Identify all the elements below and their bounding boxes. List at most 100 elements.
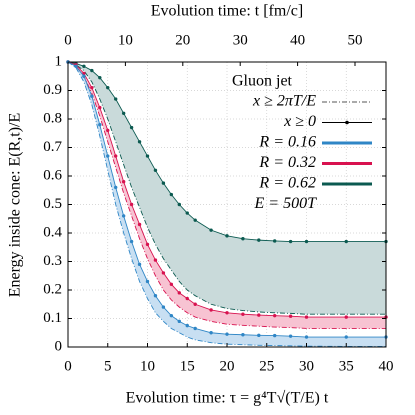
point	[145, 154, 150, 158]
point	[273, 239, 277, 243]
point	[153, 258, 158, 262]
band	[68, 62, 386, 315]
point	[121, 180, 126, 184]
legend-label: x ≥ 2πT/E	[252, 93, 316, 110]
y-tick-label: 0.3	[43, 253, 62, 269]
point	[169, 313, 174, 318]
x-tick-label: 40	[379, 358, 394, 374]
x-tick-label: 10	[140, 358, 155, 374]
legend-marker	[345, 120, 349, 125]
point	[241, 237, 245, 241]
point	[161, 271, 166, 275]
point	[169, 282, 174, 286]
point	[121, 214, 126, 218]
point	[304, 335, 309, 339]
y-tick-label: 0.6	[43, 167, 62, 183]
curve-cut	[67, 61, 386, 329]
point	[82, 64, 86, 68]
point	[185, 323, 189, 328]
curve-all	[67, 61, 386, 338]
point	[273, 333, 277, 338]
point	[304, 239, 309, 244]
point	[153, 294, 158, 298]
point	[209, 308, 213, 312]
x-tick-label: 0	[64, 358, 72, 374]
point	[304, 315, 309, 319]
x-tick-label: 25	[259, 358, 274, 374]
legend-label: R = 0.16	[258, 134, 316, 151]
curve-cut	[67, 61, 386, 315]
y-tick-label: 0.5	[43, 196, 62, 212]
y-tick-label: 0	[55, 338, 63, 354]
point	[106, 85, 110, 90]
point	[137, 262, 142, 267]
legend-note: E = 500T	[254, 195, 318, 212]
point	[257, 238, 261, 242]
x-tick-label: 20	[220, 358, 235, 374]
x2-tick-label: 0	[64, 32, 72, 48]
point	[90, 85, 94, 90]
x-tick-label: 5	[104, 358, 112, 374]
point	[161, 181, 166, 185]
y-axis-title: Energy inside cone: E(R,t)/E	[7, 113, 24, 298]
point	[209, 331, 213, 335]
curve-all	[67, 61, 386, 318]
x-tick-label: 35	[339, 358, 354, 374]
point	[74, 64, 78, 68]
curve-all	[67, 61, 386, 243]
point	[225, 332, 229, 336]
point	[98, 123, 102, 127]
point	[177, 202, 181, 207]
point	[153, 168, 158, 172]
point	[288, 334, 293, 338]
legend-title: Gluon jet	[232, 73, 293, 90]
point	[114, 97, 118, 101]
point	[288, 239, 293, 244]
point	[288, 314, 293, 318]
point	[114, 154, 118, 158]
y-tick-label: 0.4	[43, 224, 62, 240]
point	[225, 311, 229, 315]
x2-tick-label: 30	[233, 32, 248, 48]
point	[193, 218, 197, 222]
point	[169, 192, 174, 197]
x2-tick-label: 10	[118, 32, 133, 48]
y-tick-label: 0.8	[43, 110, 62, 126]
point	[241, 312, 245, 316]
point	[161, 305, 166, 309]
y-tick-label: 1	[55, 53, 63, 69]
point	[137, 222, 142, 227]
point	[145, 242, 150, 247]
y-tick-label: 0.7	[43, 139, 62, 155]
point	[106, 154, 110, 158]
y-tick-label: 0.2	[43, 281, 62, 297]
point	[129, 125, 134, 130]
x-tick-label: 15	[180, 358, 195, 374]
point	[273, 313, 277, 318]
point	[177, 291, 181, 295]
x-axis-title: Evolution time: τ = g⁴T√(T/E) t	[126, 390, 329, 407]
legend-label: x ≥ 0	[283, 113, 316, 130]
legend-label: R = 0.62	[258, 175, 316, 192]
point	[344, 335, 348, 339]
point	[121, 111, 126, 116]
point	[177, 319, 181, 324]
point	[193, 302, 197, 306]
x-tick-label: 30	[299, 358, 314, 374]
x2-tick-label: 50	[348, 32, 363, 48]
point	[193, 326, 197, 331]
curve-cut	[67, 61, 386, 347]
point	[185, 296, 189, 301]
point	[209, 228, 213, 232]
point	[114, 185, 118, 190]
point	[241, 333, 245, 337]
point	[98, 75, 102, 80]
point	[129, 202, 134, 207]
x2-tick-label: 40	[290, 32, 305, 48]
point	[137, 140, 142, 144]
point	[344, 239, 348, 244]
x2-tick-label: 20	[175, 32, 190, 48]
point	[257, 313, 261, 317]
y-tick-label: 0.9	[43, 82, 62, 98]
point	[82, 74, 86, 78]
